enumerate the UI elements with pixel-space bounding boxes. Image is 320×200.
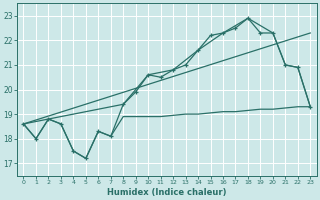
X-axis label: Humidex (Indice chaleur): Humidex (Indice chaleur)	[107, 188, 227, 197]
